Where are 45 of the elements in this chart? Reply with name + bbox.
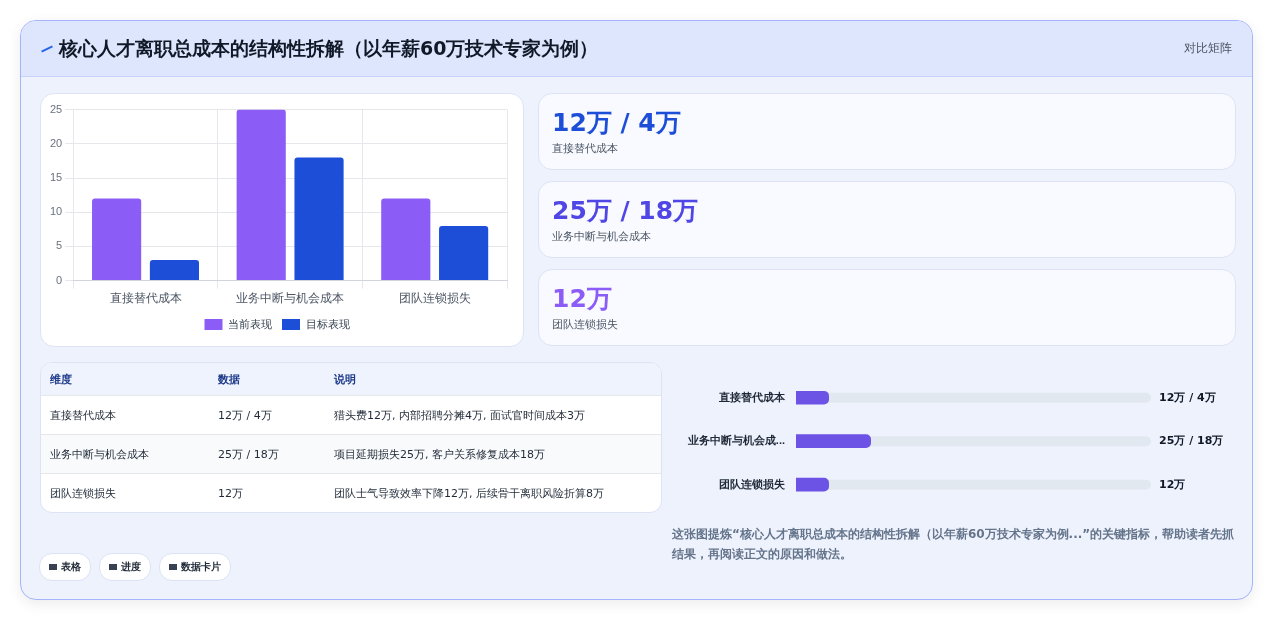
text: 12万 / 4万 <box>552 107 681 139</box>
text: 猎头费12万, 内部招聘分摊4万, 面试官时间成本3万 <box>325 395 661 435</box>
x-tick-label: 团队连锁损失 <box>398 291 471 306</box>
legend-label: 目标表现 <box>305 317 350 330</box>
text: 12万 <box>552 283 612 315</box>
y-tick-label: 直接替代成本 <box>718 390 786 403</box>
text: 维度 <box>41 363 209 396</box>
x-tick-label: 业务中断与机会成本 <box>236 291 345 306</box>
y-tick-label: 25 <box>49 102 63 115</box>
text: 项目延期损失25万, 客户关系修复成本18万 <box>325 434 661 474</box>
text: 表格 <box>61 560 81 574</box>
bar <box>294 157 344 281</box>
text: 对比矩阵 <box>1184 40 1232 57</box>
y-tick-label: 15 <box>49 171 63 184</box>
y-tick-label: 20 <box>49 136 63 149</box>
y-tick-label: 业务中断与机会成... <box>686 434 785 447</box>
text: 12万 / 4万 <box>1159 390 1216 404</box>
bar <box>149 260 200 281</box>
y-tick-label: 团队连锁损失 <box>719 477 786 490</box>
y-tick-label: 5 <box>56 239 63 252</box>
text: 核心人才离职总成本的结构性拆解（以年薪60万技术专家为例） <box>59 35 600 61</box>
text: 25万 / 18万 <box>552 195 699 227</box>
text: 团队士气导致效率下降12万, 后续骨干离职风险折算8万 <box>325 473 661 512</box>
legend-label: 当前表现 <box>228 317 272 330</box>
text: 12万 / 4万 <box>209 395 325 435</box>
text: 数据 <box>209 363 325 396</box>
text: 业务中断与机会成本 <box>41 434 209 474</box>
x-tick-label: 直接替代成本 <box>109 291 182 306</box>
text: 说明 <box>325 363 661 396</box>
text: 12万 <box>209 473 325 512</box>
text: 25万 / 18万 <box>209 434 325 474</box>
text: 团队连锁损失 <box>552 317 618 332</box>
text: 直接替代成本 <box>552 141 618 156</box>
text: 这张图提炼“核心人才离职总成本的结构性拆解（以年薪60万技术专家为例...”的关键指标，帮助读者先抓结果，再阅读正文的原因和做法。 <box>672 526 1236 563</box>
y-tick-label: 10 <box>49 205 63 218</box>
text: 业务中断与机会成本 <box>552 229 651 244</box>
text: 25万 / 18万 <box>1159 434 1224 448</box>
text: 数据卡片 <box>181 560 221 574</box>
bar <box>439 225 489 281</box>
bar <box>92 198 142 281</box>
text: 12万 <box>1159 477 1186 491</box>
text: 进度 <box>121 560 141 574</box>
y-tick-label: 0 <box>56 273 63 286</box>
bar <box>236 109 286 281</box>
bar <box>381 198 431 281</box>
